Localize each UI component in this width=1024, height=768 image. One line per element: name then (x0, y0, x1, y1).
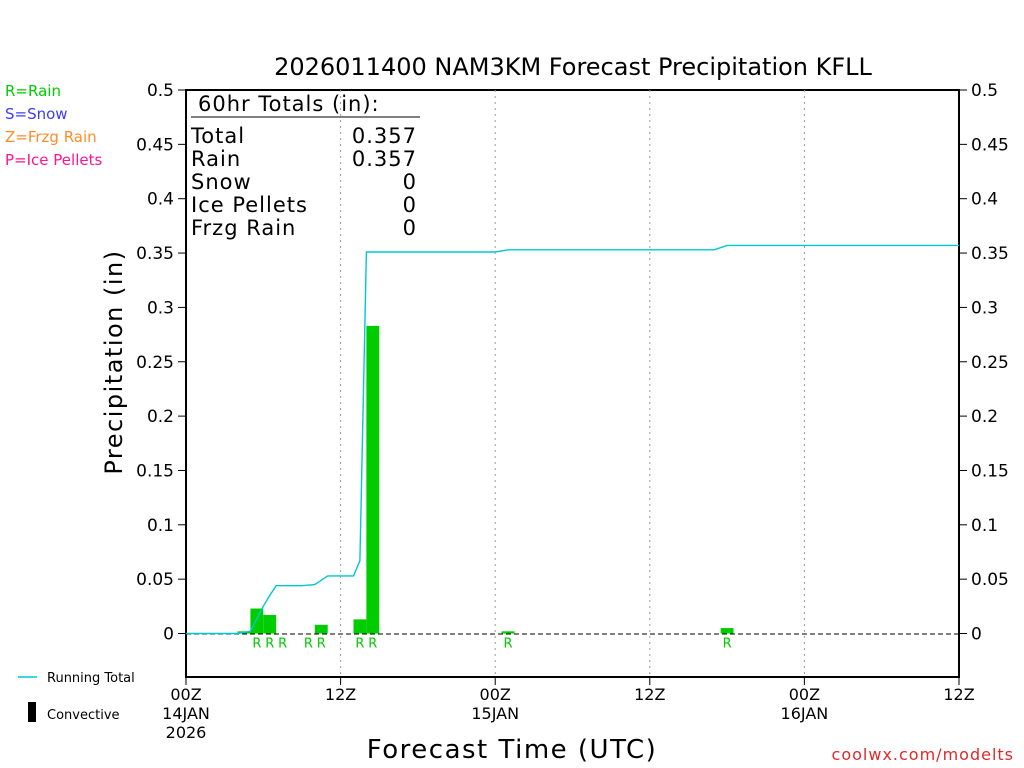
y-tick-label-right: 0.05 (971, 570, 1009, 590)
x-tick-label: 2026 (166, 723, 207, 742)
totals-row-value: 0 (403, 170, 417, 194)
precip-type-marker: R (278, 637, 287, 652)
y-tick-label-right: 0.15 (971, 461, 1009, 481)
totals-box: 60hr Totals (in): Total 0.357 Rain 0.357 Sno… (190, 92, 420, 240)
totals-row-value: 0.357 (352, 124, 417, 148)
precip-bar (366, 325, 380, 634)
precip-type-marker: R (317, 637, 326, 652)
y-tick-label-left: 0.25 (136, 353, 174, 373)
y-tick-label-right: 0 (971, 625, 982, 645)
x-axis-label: Forecast Time (UTC) (367, 735, 658, 765)
x-tick-label: 12Z (325, 685, 356, 704)
credit-text: coolwx.com/modelts (832, 745, 1014, 764)
y-tick-label-right: 0.1 (971, 516, 998, 536)
precip-bar (314, 624, 328, 634)
y-tick-label-left: 0.5 (147, 81, 174, 101)
y-tick-label-left: 0.35 (136, 244, 174, 264)
convective-legend-label: Convective (47, 708, 120, 723)
precip-bar (501, 631, 515, 634)
y-tick-label-left: 0.1 (147, 516, 174, 536)
precip-bar (353, 619, 367, 634)
running-total-legend-label: Running Total (47, 671, 135, 686)
y-tick-label-right: 0.5 (971, 81, 998, 101)
totals-row-label: Frzg Rain (191, 216, 296, 240)
y-tick-label-right: 0.2 (971, 407, 998, 427)
totals-row-label: Ice Pellets (191, 193, 308, 217)
totals-row-label: Snow (191, 170, 252, 194)
convective-legend-swatch (28, 702, 36, 722)
y-tick-label-left: 0.2 (147, 407, 174, 427)
x-tick-label: 12Z (634, 685, 665, 704)
precip-type-marker: R (252, 637, 261, 652)
totals-row-value: 0 (403, 216, 417, 240)
plot-frame (185, 89, 960, 678)
running-total-line (186, 244, 959, 635)
y-tick-label-left: 0.15 (136, 461, 174, 481)
y-tick-label-left: 0.05 (136, 570, 174, 590)
x-tick-label: 12Z (943, 685, 974, 704)
precip-type-legend-item: R=Rain (5, 82, 61, 100)
precip-type-marker: R (304, 637, 313, 652)
y-tick-label-left: 0.3 (147, 298, 174, 318)
precip-type-marker: R (504, 637, 513, 652)
precip-bar (263, 615, 277, 634)
x-tick-label: 00Z (170, 685, 201, 704)
y-tick-label-left: 0.4 (147, 190, 174, 210)
precip-type-marker: R (355, 637, 364, 652)
x-tick-label: 16JAN (781, 704, 829, 723)
precip-type-marker: R (265, 637, 274, 652)
y-axis-label: Precipitation (in) (100, 249, 128, 474)
precip-type-marker: R (723, 637, 732, 652)
y-tick-label-right: 0.35 (971, 244, 1009, 264)
x-tick-label: 15JAN (471, 704, 519, 723)
precip-type-legend-item: P=Ice Pellets (5, 151, 102, 169)
precip-bar (250, 608, 264, 634)
chart-title: 2026011400 NAM3KM Forecast Precipitation… (274, 53, 872, 81)
grid-layer (340, 90, 805, 677)
totals-row-value: 0.357 (352, 147, 417, 171)
totals-row-label: Rain (191, 147, 241, 171)
y-tick-label-right: 0.45 (971, 135, 1009, 155)
y-tick-label-left: 0.45 (136, 135, 174, 155)
precip-type-marker: R (368, 637, 377, 652)
totals-row-value: 0 (403, 193, 417, 217)
precip-type-legend-item: S=Snow (5, 105, 68, 123)
y-tick-label-right: 0.25 (971, 353, 1009, 373)
precip-type-legend-item: Z=Frzg Rain (5, 128, 97, 146)
y-tick-label-left: 0 (163, 625, 174, 645)
y-tick-label-right: 0.4 (971, 190, 998, 210)
x-tick-label: 00Z (789, 685, 820, 704)
x-tick-label: 00Z (480, 685, 511, 704)
series-legend: Running Total Convective (18, 671, 135, 723)
bar-layer (237, 325, 734, 634)
totals-rows: Total 0.357 Rain 0.357 Snow 0 Ice Pellets 0 Frzg… (190, 124, 417, 240)
y-axis-left: 0.5 0.45 0.4 0.35 0.3 0.25 0.2 0.15 0.1 0.05 0 (136, 81, 186, 645)
y-tick-label-right: 0.3 (971, 298, 998, 318)
precip-type-legend: R=Rain S=Snow Z=Frzg Rain P=Ice Pellets (5, 82, 102, 169)
precip-bar (720, 628, 734, 634)
x-tick-label: 14JAN (162, 704, 210, 723)
totals-row-label: Total (190, 124, 245, 148)
totals-heading: 60hr Totals (in): (198, 92, 380, 116)
y-axis-right: 0.5 0.45 0.4 0.35 0.3 0.25 0.2 0.15 0.1 0.05 0 (959, 81, 1009, 645)
